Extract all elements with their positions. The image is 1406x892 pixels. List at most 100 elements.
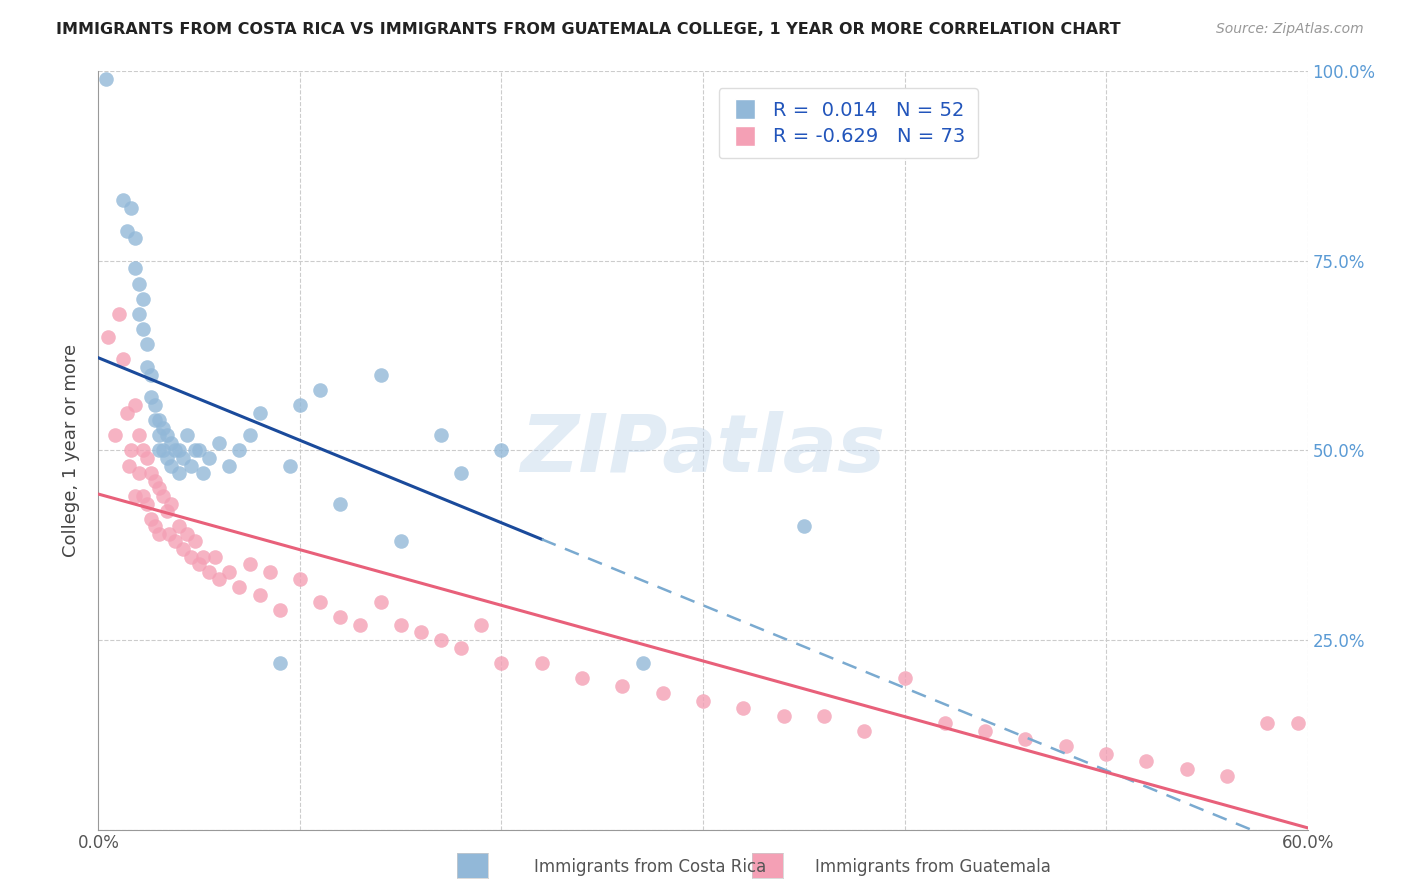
Point xyxy=(249,405,271,420)
Point xyxy=(530,656,553,670)
Point xyxy=(124,231,146,245)
Point xyxy=(278,458,301,473)
Point xyxy=(239,557,262,572)
Point xyxy=(329,496,352,510)
Point xyxy=(96,72,118,87)
Point xyxy=(184,534,207,549)
Point xyxy=(934,716,956,731)
Point xyxy=(143,398,166,412)
Point xyxy=(491,443,513,458)
Point xyxy=(1256,716,1278,731)
Point xyxy=(128,467,150,481)
Point xyxy=(269,603,291,617)
Text: Immigrants from Costa Rica: Immigrants from Costa Rica xyxy=(534,858,766,876)
Point xyxy=(470,617,492,632)
Point xyxy=(208,573,231,587)
Point xyxy=(128,307,150,321)
Point xyxy=(128,428,150,442)
Point xyxy=(139,368,162,382)
Text: IMMIGRANTS FROM COSTA RICA VS IMMIGRANTS FROM GUATEMALA COLLEGE, 1 YEAR OR MORE : IMMIGRANTS FROM COSTA RICA VS IMMIGRANTS… xyxy=(56,22,1121,37)
Point xyxy=(139,391,162,405)
Point xyxy=(612,678,634,692)
Y-axis label: College, 1 year or more: College, 1 year or more xyxy=(62,344,80,557)
Point xyxy=(631,656,654,670)
Point xyxy=(139,512,162,526)
Point xyxy=(389,617,412,632)
Point xyxy=(128,277,150,291)
Point xyxy=(1095,747,1118,761)
Point xyxy=(228,443,250,458)
Point xyxy=(148,526,170,541)
Point xyxy=(135,359,157,375)
Point xyxy=(103,428,125,442)
Point xyxy=(152,489,174,503)
Point xyxy=(409,625,432,640)
Point xyxy=(167,443,190,458)
Point xyxy=(115,223,138,237)
Point xyxy=(1216,769,1239,784)
Point xyxy=(180,458,202,473)
Point xyxy=(853,724,876,739)
Point xyxy=(450,467,472,481)
Point xyxy=(132,489,155,503)
Point xyxy=(772,708,794,723)
Point xyxy=(143,413,166,427)
Point xyxy=(974,724,997,739)
Point xyxy=(1286,716,1309,731)
Point xyxy=(135,451,157,466)
Point xyxy=(239,428,262,442)
Point xyxy=(198,565,221,579)
Point xyxy=(152,443,174,458)
Point xyxy=(1175,762,1198,776)
Point xyxy=(389,534,412,549)
Point xyxy=(97,330,120,344)
Point xyxy=(135,337,157,351)
Point xyxy=(218,458,240,473)
Point xyxy=(160,436,183,450)
Point xyxy=(733,701,755,715)
Point xyxy=(269,656,291,670)
Point xyxy=(370,595,392,609)
Point xyxy=(184,443,207,458)
Point xyxy=(124,489,146,503)
Point xyxy=(430,428,453,442)
Point xyxy=(176,526,198,541)
Point xyxy=(167,519,190,533)
Point xyxy=(115,405,138,420)
Point xyxy=(118,458,141,473)
Point xyxy=(188,443,211,458)
Point xyxy=(491,656,513,670)
Point xyxy=(148,443,170,458)
Point xyxy=(124,261,146,276)
Point xyxy=(893,671,915,685)
Point xyxy=(249,588,271,602)
Point xyxy=(132,292,155,306)
Point xyxy=(1054,739,1077,753)
Point xyxy=(135,496,157,510)
Point xyxy=(813,708,835,723)
Point xyxy=(172,451,194,466)
Point xyxy=(143,474,166,488)
Point xyxy=(157,526,180,541)
Point xyxy=(288,573,311,587)
Point xyxy=(204,549,226,564)
Point xyxy=(143,519,166,533)
Point xyxy=(132,443,155,458)
Point xyxy=(156,504,179,518)
Point xyxy=(180,549,202,564)
Point xyxy=(148,428,170,442)
Point xyxy=(1135,755,1157,769)
Point xyxy=(176,428,198,442)
Point xyxy=(172,542,194,557)
Point xyxy=(692,694,714,708)
Point xyxy=(309,383,332,397)
Point xyxy=(228,580,250,594)
Point xyxy=(111,194,134,208)
Point xyxy=(120,201,142,215)
Point xyxy=(160,458,183,473)
Point xyxy=(152,421,174,435)
Point xyxy=(163,443,186,458)
Point xyxy=(430,633,453,648)
Point xyxy=(329,610,352,624)
Point xyxy=(193,549,215,564)
